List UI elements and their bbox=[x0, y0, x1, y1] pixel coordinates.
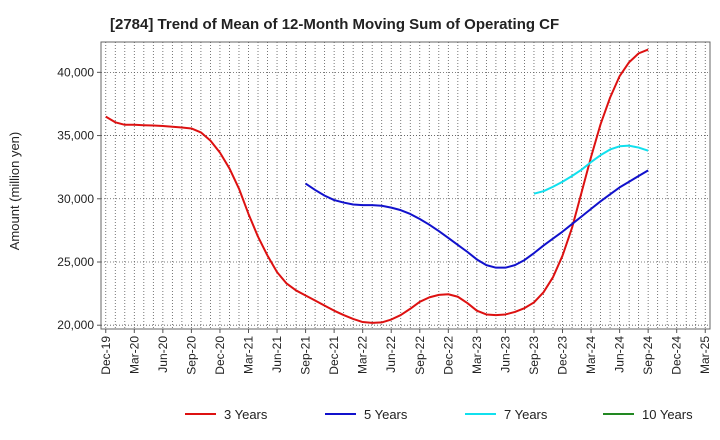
legend-label: 3 Years bbox=[224, 407, 268, 422]
legend-label: 5 Years bbox=[364, 407, 408, 422]
x-tick-label: Dec-21 bbox=[327, 336, 341, 375]
legend: 3 Years 5 Years 7 Years 10 Years bbox=[185, 407, 693, 422]
x-tick-label: Mar-24 bbox=[584, 336, 598, 374]
x-tick-label: Dec-20 bbox=[213, 336, 227, 375]
y-tick-label: 25,000 bbox=[57, 255, 94, 269]
y-tick-label: 20,000 bbox=[57, 318, 94, 332]
x-tick-label: Sep-24 bbox=[641, 336, 655, 375]
x-tick-label: Sep-23 bbox=[527, 336, 541, 375]
x-axis-ticks: Dec-19 Mar-20 Jun-20 Sep-20 Dec-20 Mar-21 Jun-… bbox=[99, 329, 712, 375]
x-tick-label: Mar-21 bbox=[241, 336, 255, 374]
series-line-5-years bbox=[305, 169, 649, 269]
plot-area bbox=[100, 41, 711, 330]
y-tick-label: 40,000 bbox=[57, 65, 94, 79]
x-tick-label: Mar-25 bbox=[698, 336, 712, 374]
x-tick-label: Dec-23 bbox=[556, 336, 570, 375]
x-tick-label: Jun-20 bbox=[156, 336, 170, 373]
x-tick-label: Jun-22 bbox=[384, 336, 398, 373]
y-axis-label: Amount (million yen) bbox=[7, 132, 22, 251]
x-tick-label: Mar-22 bbox=[356, 336, 370, 374]
x-tick-label: Sep-22 bbox=[413, 336, 427, 375]
x-tick-label: Jun-24 bbox=[613, 336, 627, 373]
grid-lines bbox=[101, 42, 710, 329]
x-tick-label: Dec-22 bbox=[441, 336, 455, 375]
y-tick-label: 30,000 bbox=[57, 192, 94, 206]
y-axis-ticks: 20,000 25,000 30,000 35,000 40,000 bbox=[57, 65, 101, 332]
x-tick-label: Dec-24 bbox=[670, 336, 684, 375]
x-tick-label: Dec-19 bbox=[99, 336, 113, 375]
x-tick-label: Mar-20 bbox=[127, 336, 141, 374]
series-line-3-years bbox=[105, 48, 649, 324]
series-lines bbox=[105, 48, 649, 324]
legend-label: 7 Years bbox=[504, 407, 548, 422]
x-tick-label: Mar-23 bbox=[470, 336, 484, 374]
x-tick-label: Sep-21 bbox=[299, 336, 313, 375]
x-tick-label: Jun-21 bbox=[270, 336, 284, 373]
chart-title: [2784] Trend of Mean of 12-Month Moving … bbox=[110, 16, 559, 33]
x-tick-label: Sep-20 bbox=[184, 336, 198, 375]
series-line-7-years bbox=[533, 144, 649, 195]
x-tick-label: Jun-23 bbox=[498, 336, 512, 373]
legend-label: 10 Years bbox=[642, 407, 693, 422]
y-tick-label: 35,000 bbox=[57, 129, 94, 143]
